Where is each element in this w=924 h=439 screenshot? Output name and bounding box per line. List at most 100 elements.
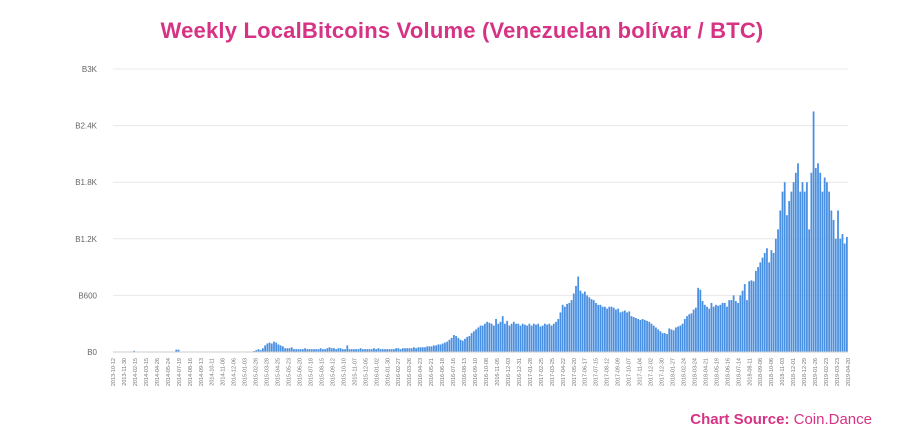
bar: [750, 280, 753, 352]
bar: [475, 329, 477, 352]
bar: [481, 325, 484, 352]
x-tick-label: 2018-02-24: [681, 358, 687, 386]
bar: [581, 293, 584, 352]
bar: [479, 325, 482, 352]
x-tick-label: 2018-11-03: [780, 358, 786, 386]
bar: [837, 210, 839, 352]
bar: [461, 340, 464, 352]
x-tick-label: 2014-04-26: [155, 358, 161, 386]
x-tick-label: 2015-05-23: [287, 358, 293, 386]
bar: [306, 349, 309, 352]
bar: [310, 349, 313, 352]
bar: [650, 323, 653, 352]
bar: [328, 347, 331, 352]
x-tick-label: 2015-04-25: [276, 358, 282, 386]
bar: [499, 321, 502, 352]
x-tick-label: 2018-06-16: [725, 358, 731, 386]
bar: [321, 349, 324, 352]
bar: [472, 331, 475, 352]
x-tick-label: 2017-12-02: [649, 358, 655, 386]
x-tick-label: 2016-02-27: [396, 358, 402, 386]
bar: [341, 349, 344, 352]
x-tick-label: 2015-08-15: [319, 358, 325, 386]
bar: [384, 349, 386, 352]
bar: [552, 323, 555, 352]
x-tick-label: 2016-10-08: [484, 358, 490, 386]
x-tick-label: 2018-01-27: [670, 358, 676, 386]
bar: [635, 318, 637, 352]
bar: [424, 347, 426, 352]
bar: [324, 349, 326, 352]
bar: [772, 252, 775, 352]
bar: [390, 349, 393, 352]
x-tick-label: 2014-11-08: [221, 358, 227, 386]
bar: [606, 308, 608, 352]
bar: [290, 347, 293, 352]
bar: [792, 182, 795, 352]
x-tick-label: 2016-09-10: [473, 358, 479, 386]
bar: [566, 303, 568, 352]
bar: [355, 349, 358, 352]
bar: [359, 348, 362, 352]
x-tick-label: 2018-12-29: [802, 358, 808, 386]
bar: [710, 302, 713, 352]
bar: [510, 323, 513, 352]
bar: [617, 308, 620, 352]
bar: [275, 342, 278, 352]
bar: [444, 342, 446, 352]
x-tick-label: 2018-05-19: [714, 358, 720, 386]
x-tick-label: 2017-06-17: [583, 358, 589, 386]
bar: [719, 304, 722, 352]
bar: [315, 349, 318, 352]
bar: [464, 338, 466, 352]
bar: [572, 293, 575, 352]
bar: [810, 172, 813, 352]
bar: [406, 348, 409, 352]
bar: [279, 345, 282, 352]
x-tick-label: 2015-01-03: [243, 358, 249, 386]
bar: [646, 320, 648, 352]
bar: [370, 349, 373, 352]
bar: [439, 344, 442, 352]
source-label: Chart Source:: [690, 411, 790, 428]
bar: [344, 349, 346, 352]
bar: [430, 346, 433, 352]
bar: [794, 172, 797, 352]
bar: [812, 111, 815, 352]
y-tick-label: B600: [78, 291, 97, 300]
bar: [393, 349, 395, 352]
bar: [333, 348, 335, 352]
bar: [330, 348, 333, 352]
x-tick-label: 2018-10-06: [769, 358, 775, 386]
bar: [637, 318, 640, 352]
bar: [695, 307, 697, 352]
bar: [375, 349, 378, 352]
bar: [539, 326, 542, 352]
bar: [133, 350, 135, 352]
bar: [659, 331, 662, 352]
bar: [763, 252, 766, 352]
bar: [257, 349, 260, 352]
bar: [761, 257, 764, 352]
bar: [630, 316, 633, 352]
bar: [823, 177, 826, 352]
bar: [268, 342, 271, 352]
y-axis: B0 B600 B1.2K B1.8K B2.4K B3K: [75, 65, 97, 357]
bar: [557, 318, 560, 352]
bar: [559, 312, 562, 352]
bar: [450, 337, 453, 352]
x-tick-label: 2016-07-16: [451, 358, 457, 386]
x-tick-label: 2018-07-14: [736, 358, 742, 386]
bar: [799, 191, 802, 352]
x-tick-label: 2016-04-23: [418, 358, 424, 386]
bar: [714, 304, 717, 352]
bar: [432, 345, 435, 352]
source-link[interactable]: Coin.Dance: [793, 411, 872, 428]
bar: [421, 347, 424, 352]
bar: [788, 201, 791, 352]
bar: [515, 323, 517, 352]
bar: [521, 323, 524, 352]
bar: [728, 300, 731, 352]
bar: [841, 234, 844, 352]
